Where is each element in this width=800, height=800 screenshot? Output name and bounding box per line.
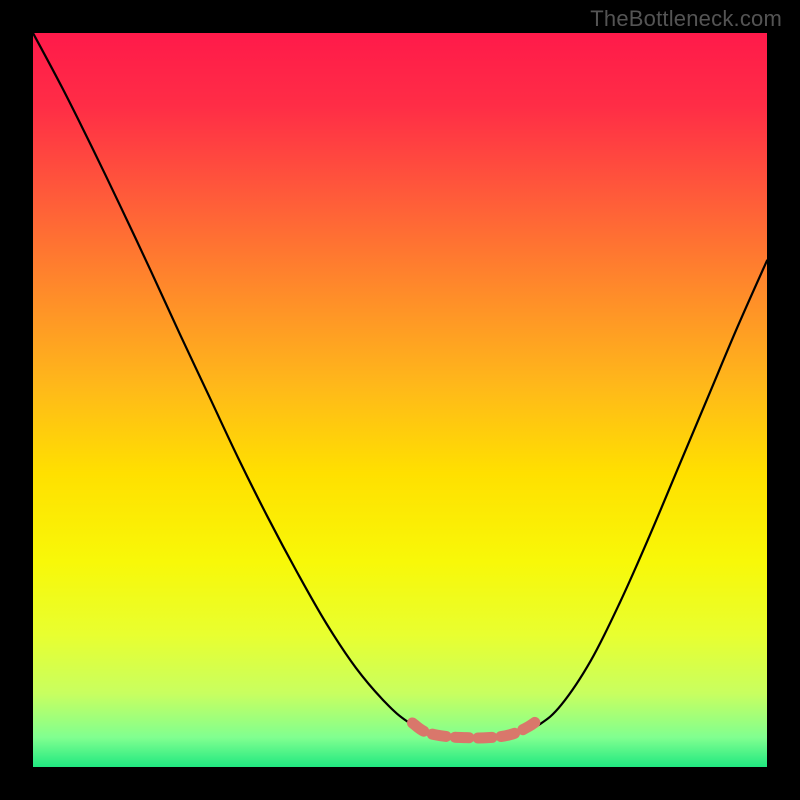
- bottleneck-chart: [33, 33, 767, 767]
- gradient-background: [33, 33, 767, 767]
- watermark-text: TheBottleneck.com: [590, 6, 782, 32]
